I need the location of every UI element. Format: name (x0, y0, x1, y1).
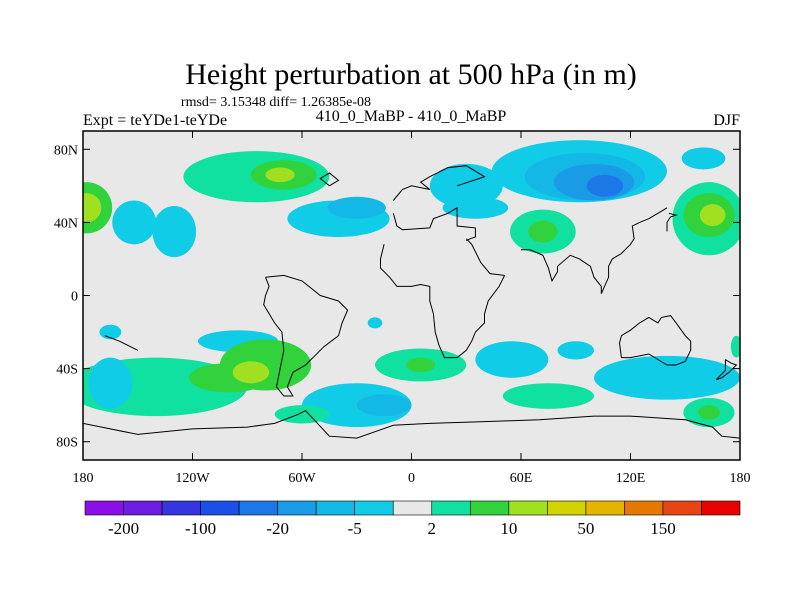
coastline-4 (263, 274, 349, 397)
colorbar-swatch-13 (585, 500, 625, 516)
anomaly-patch-32 (356, 394, 412, 417)
anomaly-patch-27 (88, 357, 133, 409)
coastline-outlines (83, 165, 740, 439)
colorbar-swatch-9 (431, 500, 471, 516)
x-tick-label-3: 0 (408, 471, 415, 486)
colorbar-swatch-6 (315, 500, 356, 516)
colorbar-swatch-11 (508, 500, 548, 516)
y-tick-label-0: 80N (54, 143, 78, 158)
colorbar-label-3: -5 (348, 519, 362, 538)
colorbar-label-2: -20 (266, 519, 289, 538)
comparison-label: 410_0_MaBP - 410_0_MaBP (316, 108, 507, 125)
colorbar-label-6: 50 (577, 519, 594, 538)
y-tick-label-2: 0 (71, 290, 78, 305)
anomaly-patch-39 (698, 405, 720, 420)
anomaly-patch-34 (475, 341, 549, 378)
colorbar-label-5: 10 (500, 519, 517, 538)
x-tick-label-4: 60E (510, 471, 533, 486)
colorbar-label-1: -100 (185, 519, 216, 538)
coastline-10 (104, 335, 139, 351)
anomaly-patch-40 (730, 335, 740, 358)
coastline-3 (380, 238, 506, 359)
anomaly-patch-33 (274, 405, 330, 424)
anomaly-patch-28 (367, 317, 383, 329)
colorbar-swatch-4 (238, 500, 278, 516)
x-axis-ticks: 180 120W 60W 0 60E 120E 180 (73, 131, 751, 486)
colorbar-swatch-7 (354, 500, 394, 516)
coastline-9 (83, 409, 740, 439)
colorbar-swatch-15 (662, 500, 702, 516)
colorbar-labels: -200 -100 -20 -5 2 10 50 150 (108, 519, 676, 538)
x-tick-label-2: 60W (288, 471, 316, 486)
colorbar (84, 500, 741, 516)
anomaly-patch-8 (327, 196, 386, 219)
coastline-0 (392, 206, 476, 242)
colorbar-swatch-5 (277, 500, 317, 516)
experiment-label: Expt = teYDe1-teYDe (83, 112, 227, 129)
chart-subtitle: rmsd= 3.15348 diff= 1.26385e-08 (181, 95, 371, 110)
anomaly-patch-17 (528, 220, 558, 243)
anomaly-patch-15 (681, 147, 726, 170)
anomaly-patch-5 (112, 200, 156, 245)
chart-title: Height perturbation at 500 hPa (in m) (185, 58, 637, 91)
coastline-2 (319, 172, 340, 187)
colorbar-swatch-12 (547, 500, 587, 516)
season-label: DJF (713, 112, 740, 129)
y-tick-label-4: 80S (56, 436, 78, 451)
y-axis-ticks: 80N 40N 0 40S 80S (54, 143, 740, 451)
coastline-7 (666, 212, 678, 232)
anomaly-patch-36 (557, 341, 594, 360)
x-tick-label-5: 120E (616, 471, 646, 486)
colorbar-swatch-0 (84, 500, 124, 516)
anomaly-patch-9 (429, 163, 503, 208)
anomaly-patch-20 (699, 204, 726, 227)
anomaly-patch-21 (99, 324, 122, 340)
y-tick-label-3: 40S (56, 363, 78, 378)
y-tick-label-1: 40N (54, 216, 78, 231)
coastline-8 (715, 359, 738, 381)
x-tick-label-1: 120W (175, 471, 210, 486)
anomaly-patch-10 (442, 196, 509, 219)
coastline-6 (618, 315, 692, 366)
anomaly-patch-37 (594, 355, 740, 400)
anomaly-patch-1 (83, 193, 102, 223)
anomaly-patch-14 (586, 174, 624, 197)
colorbar-swatch-16 (701, 500, 741, 516)
anomaly-patch-30 (406, 357, 436, 373)
colorbar-label-7: 150 (650, 519, 676, 538)
colorbar-swatch-1 (123, 500, 163, 516)
anomaly-patch-4 (265, 167, 295, 183)
x-tick-label-6: 180 (730, 471, 751, 486)
coastline-1 (392, 165, 486, 201)
anomaly-contour-fills (83, 140, 740, 428)
colorbar-swatch-3 (200, 500, 240, 516)
colorbar-label-0: -200 (108, 519, 139, 538)
coastline-5 (521, 207, 668, 294)
colorbar-swatch-8 (392, 500, 433, 516)
anomaly-patch-26 (232, 361, 270, 384)
colorbar-label-4: 2 (428, 519, 437, 538)
colorbar-swatch-2 (161, 500, 201, 516)
x-tick-label-0: 180 (73, 471, 94, 486)
colorbar-swatch-10 (469, 500, 510, 516)
colorbar-swatch-14 (624, 500, 664, 516)
anomaly-patch-6 (152, 205, 197, 258)
anomaly-patch-35 (502, 383, 594, 409)
